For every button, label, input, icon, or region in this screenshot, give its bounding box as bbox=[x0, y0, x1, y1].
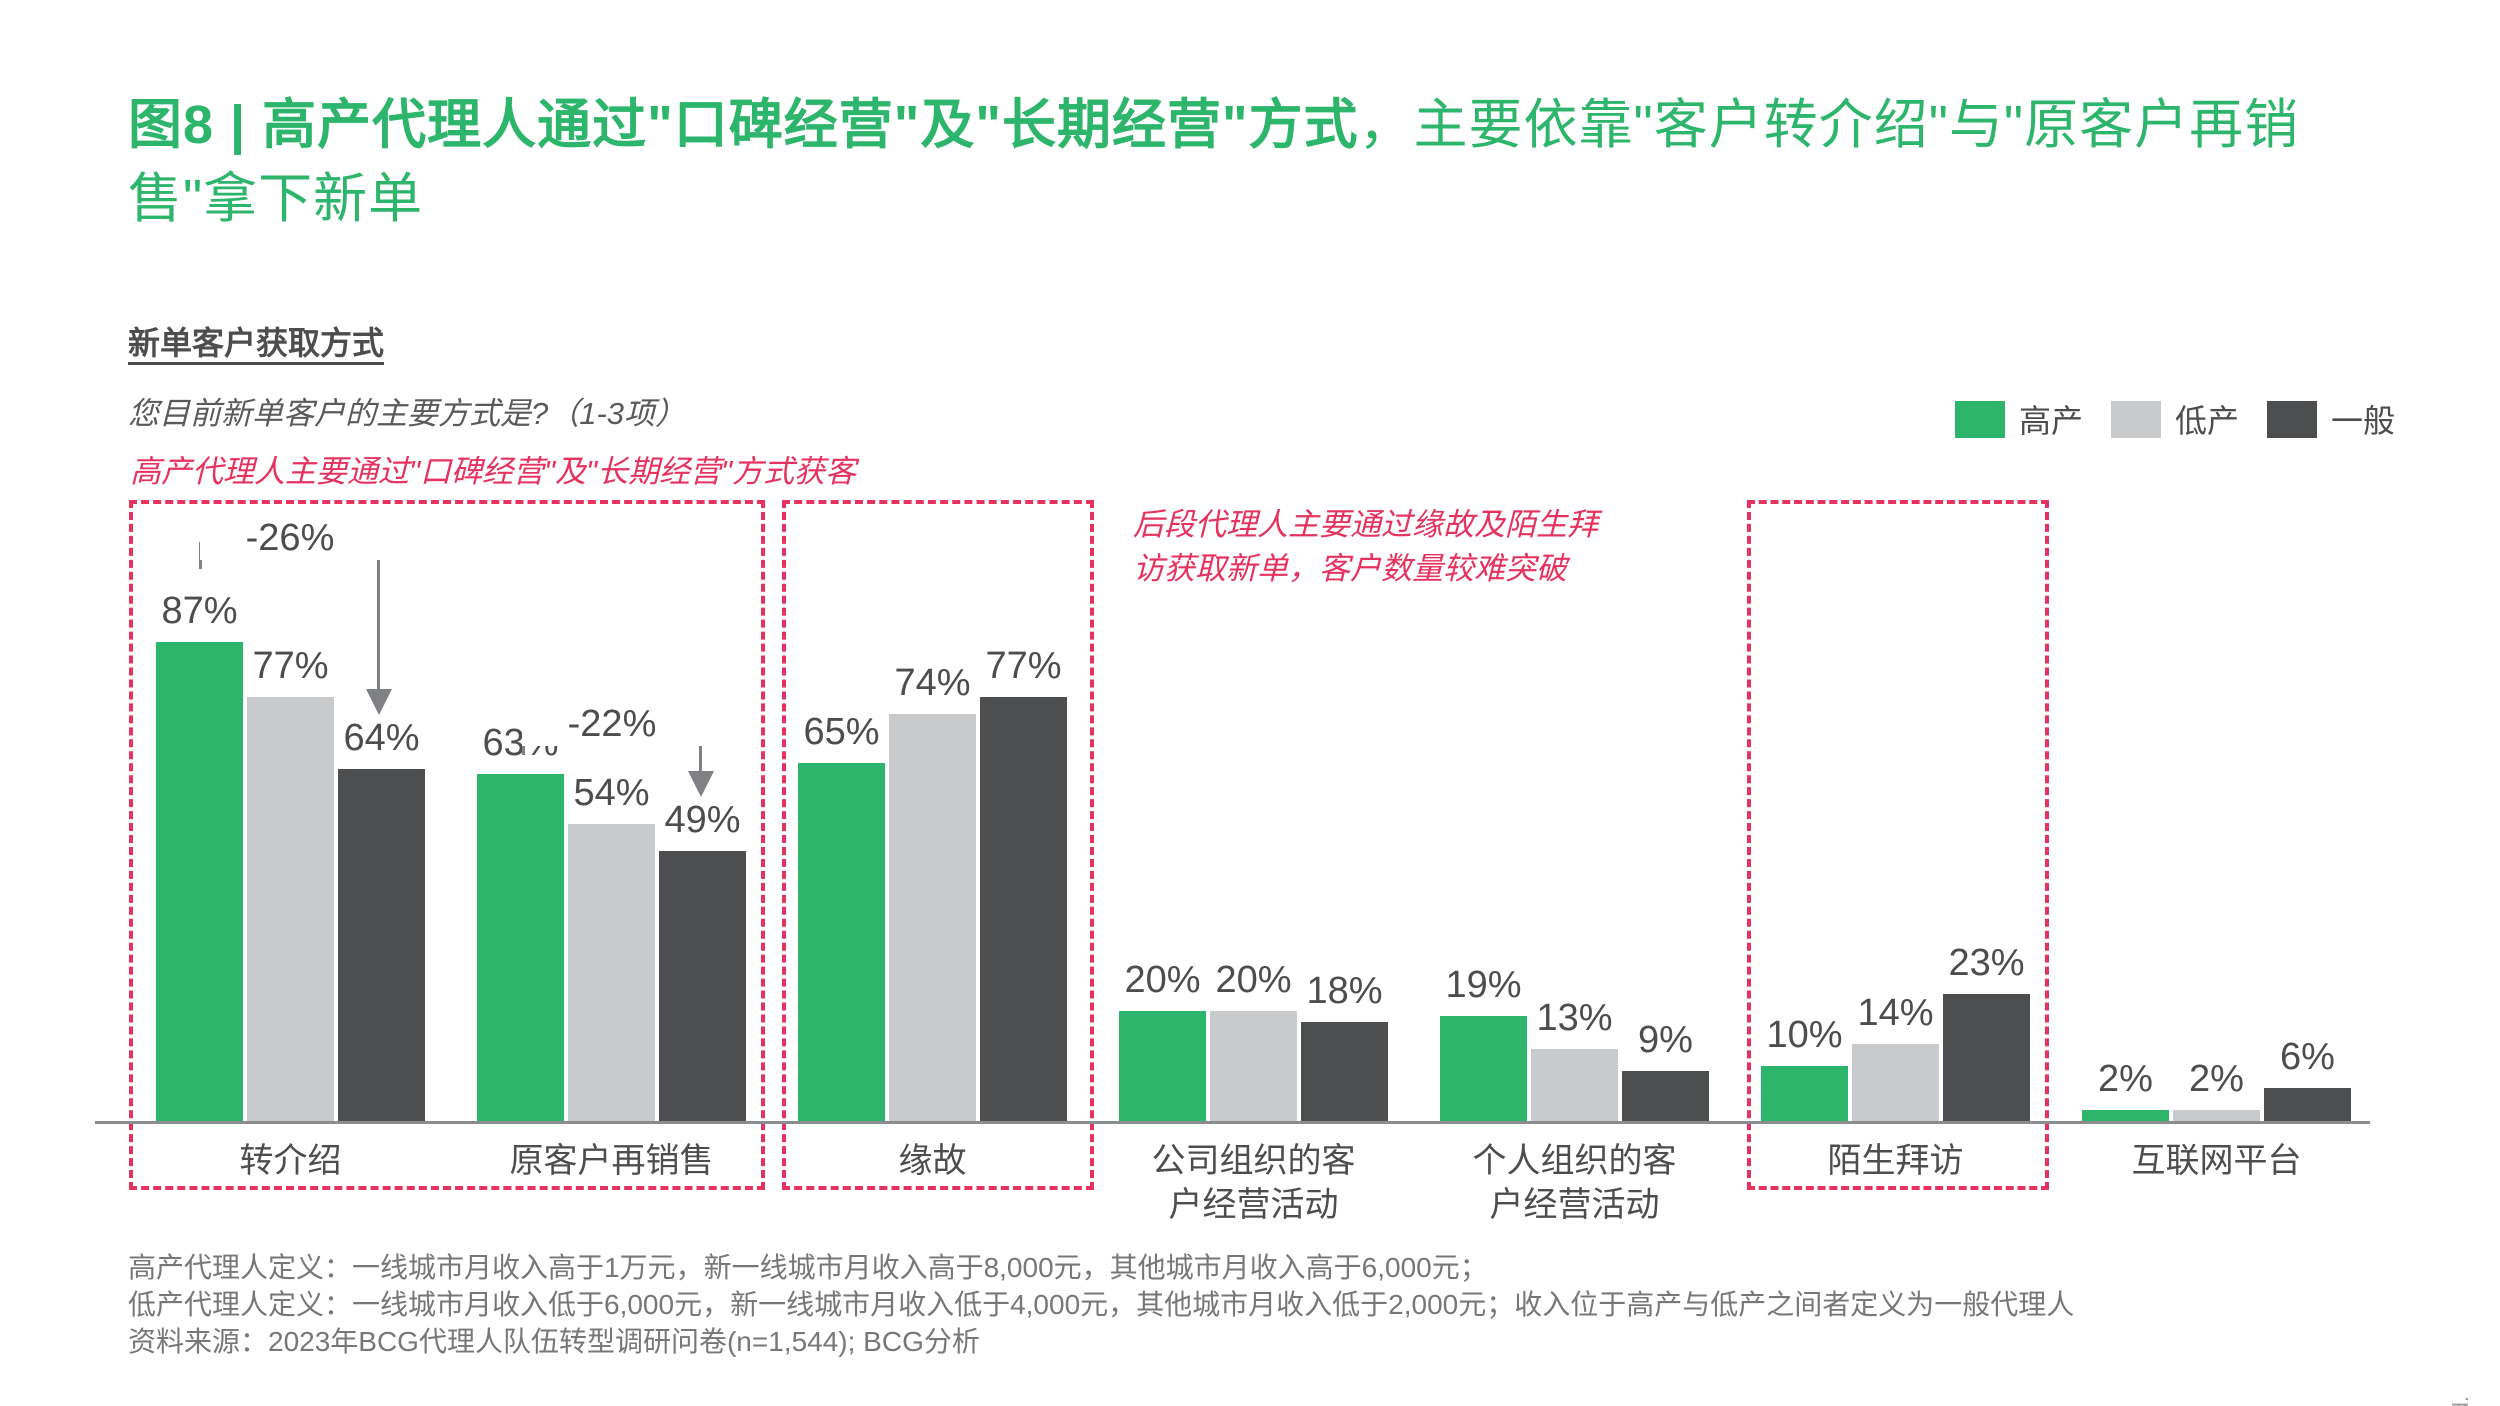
delta-label: -26% bbox=[200, 517, 380, 560]
bar-互联网平台-一般 bbox=[2264, 1088, 2351, 1121]
category-label-转介绍: 转介绍 bbox=[111, 1139, 470, 1183]
highlight-box-yuangu bbox=[782, 500, 1094, 1190]
footer-line-2: 低产代理人定义：一线城市月收入低于6,000元，新一线城市月收入低于4,000元… bbox=[128, 1289, 2075, 1320]
delta-bracket-drop bbox=[699, 728, 702, 771]
footer: 高产代理人定义：一线城市月收入高于1万元，新一线城市月收入高于8,000元，其他… bbox=[128, 1250, 2074, 1361]
category-label-公司组织的客户经营活动: 公司组织的客 户经营活动 bbox=[1074, 1139, 1433, 1227]
page-title: 图8 | 高产代理人通过"口碑经营"及"长期经营"方式，主要依靠"客户转介绍"与… bbox=[128, 88, 2428, 236]
bar-value-个人组织的客户经营活动-高产: 19% bbox=[1445, 964, 1522, 1006]
bar-value-转介绍-高产: 87% bbox=[161, 590, 238, 632]
bar-公司组织的客户经营活动-一般 bbox=[1301, 1022, 1388, 1121]
bar-value-互联网平台-一般: 6% bbox=[2280, 1036, 2335, 1078]
bar-转介绍-高产 bbox=[156, 642, 243, 1121]
bar-原客户再销售-一般 bbox=[659, 851, 746, 1121]
page-title-bold: 图8 | 高产代理人通过"口碑经营"及"长期经营"方式 bbox=[128, 95, 1359, 155]
category-label-line: 转介绍 bbox=[239, 1142, 342, 1180]
bar-互联网平台-高产 bbox=[2082, 1110, 2169, 1121]
legend-swatch-avg bbox=[2266, 400, 2317, 438]
bar-个人组织的客户经营活动-低产 bbox=[1531, 1049, 1618, 1121]
legend-swatch-high bbox=[1954, 400, 2005, 438]
delta-arrowhead-icon bbox=[366, 689, 392, 715]
category-label-line: 公司组织的客 bbox=[1151, 1142, 1356, 1180]
category-label-陌生拜访: 陌生拜访 bbox=[1716, 1139, 2075, 1183]
note-laggard-line2: 访获取新单，客户数量较难突破 bbox=[1133, 551, 1567, 586]
bar-缘故-高产 bbox=[798, 763, 885, 1121]
bar-公司组织的客户经营活动-高产 bbox=[1119, 1011, 1206, 1121]
bar-转介绍-一般 bbox=[338, 769, 425, 1121]
bar-value-个人组织的客户经营活动-一般: 9% bbox=[1638, 1019, 1693, 1061]
highlight-box-coldcall bbox=[1747, 500, 2049, 1190]
legend-label-high: 高产 bbox=[2018, 403, 2083, 439]
bar-公司组织的客户经营活动-低产 bbox=[1210, 1011, 1297, 1121]
bar-value-公司组织的客户经营活动-高产: 20% bbox=[1124, 959, 1201, 1001]
category-label-个人组织的客户经营活动: 个人组织的客 户经营活动 bbox=[1395, 1139, 1754, 1227]
note-laggard: 后段代理人主要通过缘故及陌生拜 访获取新单，客户数量较难突破 bbox=[1133, 503, 1598, 591]
category-label-line: 缘故 bbox=[898, 1142, 967, 1180]
section-label: 新单客户获取方式 bbox=[128, 325, 385, 361]
bar-转介绍-低产 bbox=[247, 697, 334, 1121]
category-label-line: 户经营活动 bbox=[1168, 1186, 1339, 1224]
highlight-box-referral-resale bbox=[129, 500, 765, 1190]
note-high-producer: 高产代理人主要通过"口碑经营"及"长期经营"方式获客 bbox=[130, 454, 857, 489]
delta-label: -22% bbox=[522, 703, 702, 746]
copyright-vertical: Copyright © 2023 by Boston Consulting Gr… bbox=[2448, 1396, 2474, 1406]
x-axis-line bbox=[95, 1121, 2370, 1124]
footer-line-3: 资料来源：2023年BCG代理人队伍转型调研问卷(n=1,544); BCG分析 bbox=[128, 1326, 980, 1357]
page-title-regular: ，主要依靠"客户转介绍"与"原客户再销售"拿下新单 bbox=[128, 95, 2300, 229]
bar-原客户再销售-低产 bbox=[568, 824, 655, 1121]
bar-陌生拜访-高产 bbox=[1761, 1066, 1848, 1121]
legend-item-low: 低产 bbox=[2110, 396, 2239, 442]
delta-bracket-drop bbox=[377, 542, 380, 689]
bar-缘故-一般 bbox=[980, 697, 1067, 1121]
category-label-line: 原客户再销售 bbox=[509, 1142, 714, 1180]
category-label-line: 互联网平台 bbox=[2131, 1142, 2302, 1180]
bar-陌生拜访-一般 bbox=[1943, 994, 2030, 1121]
category-label-缘故: 缘故 bbox=[753, 1139, 1112, 1183]
legend: 高产 低产 一般 bbox=[1954, 396, 2395, 442]
delta-arrowhead-icon bbox=[688, 771, 714, 797]
footer-line-1: 高产代理人定义：一线城市月收入高于1万元，新一线城市月收入高于8,000元，其他… bbox=[128, 1252, 1488, 1283]
legend-item-high: 高产 bbox=[1954, 396, 2083, 442]
bar-value-陌生拜访-一般: 23% bbox=[1948, 942, 2025, 984]
bar-value-缘故-高产: 65% bbox=[803, 711, 880, 753]
bar-value-缘故-低产: 74% bbox=[894, 662, 971, 704]
bar-个人组织的客户经营活动-一般 bbox=[1622, 1071, 1709, 1121]
bar-value-公司组织的客户经营活动-低产: 20% bbox=[1215, 959, 1292, 1001]
category-label-line: 个人组织的客 bbox=[1472, 1142, 1677, 1180]
bar-value-转介绍-低产: 77% bbox=[252, 645, 329, 687]
bar-value-转介绍-一般: 64% bbox=[343, 717, 420, 759]
bar-value-原客户再销售-一般: 49% bbox=[664, 799, 741, 841]
note-laggard-line1: 后段代理人主要通过缘故及陌生拜 bbox=[1133, 507, 1598, 542]
legend-item-avg: 一般 bbox=[2266, 396, 2395, 442]
bar-原客户再销售-高产 bbox=[477, 774, 564, 1121]
category-label-原客户再销售: 原客户再销售 bbox=[432, 1139, 791, 1183]
legend-swatch-low bbox=[2110, 400, 2161, 438]
bar-value-公司组织的客户经营活动-一般: 18% bbox=[1306, 970, 1383, 1012]
survey-question: 您目前新单客户的主要方式是?（1-3项） bbox=[128, 396, 687, 431]
bar-value-陌生拜访-高产: 10% bbox=[1766, 1014, 1843, 1056]
bar-value-缘故-一般: 77% bbox=[985, 645, 1062, 687]
legend-label-low: 低产 bbox=[2174, 403, 2239, 439]
bar-互联网平台-低产 bbox=[2173, 1110, 2260, 1121]
bar-value-互联网平台-高产: 2% bbox=[2098, 1058, 2153, 1100]
bar-value-陌生拜访-低产: 14% bbox=[1857, 992, 1934, 1034]
bar-value-互联网平台-低产: 2% bbox=[2189, 1058, 2244, 1100]
bar-value-原客户再销售-低产: 54% bbox=[573, 772, 650, 814]
category-label-互联网平台: 互联网平台 bbox=[2037, 1139, 2396, 1183]
bar-value-个人组织的客户经营活动-低产: 13% bbox=[1536, 997, 1613, 1039]
category-label-line: 陌生拜访 bbox=[1827, 1142, 1964, 1180]
bar-陌生拜访-低产 bbox=[1852, 1044, 1939, 1121]
bar-个人组织的客户经营活动-高产 bbox=[1440, 1016, 1527, 1121]
category-label-line: 户经营活动 bbox=[1489, 1186, 1660, 1224]
bar-缘故-低产 bbox=[889, 714, 976, 1121]
legend-label-avg: 一般 bbox=[2330, 403, 2395, 439]
